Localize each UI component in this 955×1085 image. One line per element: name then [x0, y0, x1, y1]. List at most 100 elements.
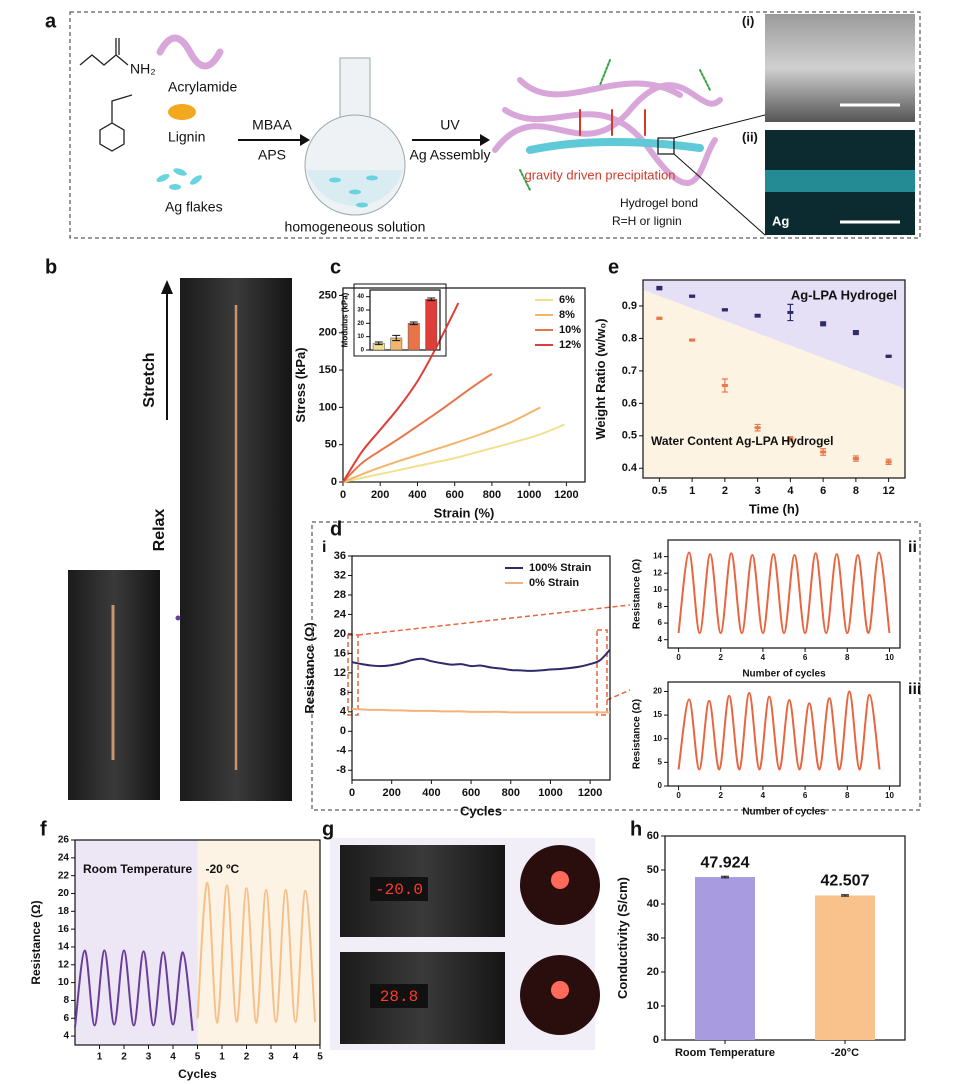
y-tick-label: 32 — [334, 569, 346, 581]
x-tick-label: 4 — [761, 653, 766, 662]
x-tick-label: 4 — [170, 1052, 176, 1063]
y-tick-label: 6 — [658, 618, 663, 627]
x-tick-label: 10 — [885, 791, 894, 800]
display-reading: -20.0 — [375, 881, 423, 899]
data-label: 42.507 — [821, 873, 870, 890]
y-tick-label: 22 — [58, 870, 70, 881]
arrowhead — [161, 280, 173, 294]
step-label: APS — [258, 147, 286, 163]
y-tick-label: 40 — [357, 294, 364, 300]
panel-label: d — [330, 518, 342, 540]
x-axis-label: Strain (%) — [434, 505, 495, 520]
panel-frame — [311, 521, 921, 811]
panel-label: i — [322, 539, 326, 556]
y-tick-label: 0 — [340, 725, 346, 737]
x-tick-label: 1 — [219, 1052, 225, 1063]
legend-label: Hydrogel bond — [620, 196, 698, 210]
legend-label: 8% — [559, 309, 575, 321]
y-tick-label: 0.8 — [622, 332, 637, 344]
legend-label: 10% — [559, 324, 581, 336]
marker — [656, 316, 663, 320]
y-tick-label: 26 — [58, 835, 70, 846]
legend-label: 12% — [559, 339, 581, 351]
bar — [425, 299, 438, 351]
marker — [787, 437, 794, 441]
x-axis-label: Cycles — [178, 1067, 217, 1081]
image-label: Ag — [772, 213, 789, 228]
y-tick-label: 10 — [357, 334, 364, 340]
polymer-icon — [156, 34, 224, 70]
marker — [852, 457, 859, 461]
y-tick-label: 30 — [357, 308, 364, 314]
y-tick-label: 0.6 — [622, 397, 637, 409]
plot-frame — [342, 287, 586, 483]
x-tick-label: 8 — [853, 485, 859, 497]
y-axis-label: Conductivity (S/cm) — [615, 877, 630, 999]
y-tick-label: 24 — [334, 608, 347, 620]
y-axis-label: Stress (kPa) — [293, 347, 308, 422]
y-tick-label: 20 — [334, 628, 346, 640]
marker — [754, 314, 761, 318]
y-tick-label: -8 — [336, 764, 346, 776]
y-tick-label: 30 — [647, 932, 659, 944]
plot-frame — [642, 279, 906, 479]
x-tick-label: 400 — [422, 787, 440, 799]
reagent-label: Ag flakes — [165, 199, 223, 215]
marker — [689, 338, 696, 342]
x-tick-label: 0 — [676, 791, 681, 800]
y-tick-label: 50 — [325, 439, 337, 451]
photo-label: Relax — [151, 509, 168, 552]
step-label: Ag Assembly — [410, 147, 491, 163]
y-axis-label: Resistance (Ω) — [29, 900, 43, 984]
x-tick-label: 12 — [883, 485, 895, 497]
x-tick-label: 1200 — [578, 787, 602, 799]
annotation: R=H or lignin — [612, 214, 682, 228]
y-tick-label: 0.4 — [622, 462, 638, 474]
y-tick-label: 0 — [331, 476, 337, 488]
reagent-label: Acrylamide — [168, 79, 237, 95]
step-label: MBAA — [252, 117, 292, 133]
series-label: Water Content Ag-LPA Hydrogel — [651, 434, 833, 448]
x-axis-label: Number of cycles — [742, 807, 826, 818]
chem-label: NH₂ — [130, 61, 156, 77]
x-tick-label: 800 — [502, 787, 520, 799]
x-tick-label: 600 — [446, 489, 464, 501]
y-tick-label: 16 — [58, 924, 70, 935]
panel-label: e — [608, 256, 619, 278]
x-tick-label: 6 — [820, 485, 826, 497]
y-tick-label: 28 — [334, 589, 346, 601]
x-tick-label: 1000 — [538, 787, 562, 799]
x-tick-label: 1200 — [554, 489, 578, 501]
x-tick-label: 2 — [121, 1052, 127, 1063]
display-reading: 28.8 — [380, 988, 418, 1006]
line — [677, 690, 881, 771]
y-axis-label: Resistance (Ω) — [631, 699, 642, 769]
y-tick-label: 20 — [647, 966, 659, 978]
marker — [885, 354, 892, 358]
x-tick-label: 5 — [195, 1052, 201, 1063]
error-bar — [409, 321, 418, 326]
y-tick-label: 150 — [319, 364, 337, 376]
y-tick-label: 0.5 — [622, 430, 637, 442]
acrylamide-structure — [79, 38, 129, 66]
x-tick-label: 2 — [722, 485, 728, 497]
line — [342, 372, 493, 483]
y-tick-label: 14 — [653, 552, 662, 561]
x-tick-label: 400 — [408, 489, 426, 501]
y-tick-label: 4 — [63, 1031, 69, 1042]
y-tick-label: 8 — [63, 995, 69, 1006]
display — [370, 984, 428, 1008]
flake-icons — [156, 168, 202, 190]
x-tick-label: 800 — [483, 489, 501, 501]
y-tick-label: 18 — [58, 906, 70, 917]
marker — [885, 460, 892, 464]
x-tick-label: 4 — [293, 1052, 299, 1063]
y-tick-label: 0 — [653, 1034, 659, 1046]
panel-label: b — [45, 256, 57, 278]
error-bar — [374, 341, 383, 346]
display — [370, 877, 428, 901]
y-tick-label: 12 — [58, 959, 70, 970]
marker — [721, 383, 728, 387]
marker — [852, 331, 859, 335]
x-tick-label: 200 — [383, 787, 401, 799]
